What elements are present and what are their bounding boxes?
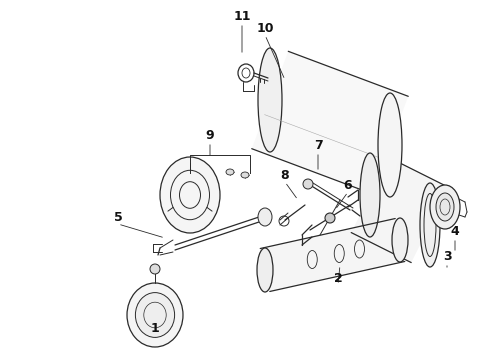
- Ellipse shape: [160, 157, 220, 233]
- Ellipse shape: [303, 179, 313, 189]
- Text: 9: 9: [206, 129, 214, 142]
- Ellipse shape: [257, 248, 273, 292]
- Text: 5: 5: [114, 211, 122, 224]
- Ellipse shape: [392, 218, 408, 262]
- Ellipse shape: [420, 183, 440, 267]
- Text: 3: 3: [442, 250, 451, 263]
- Text: 10: 10: [256, 22, 274, 35]
- Text: 8: 8: [281, 169, 289, 182]
- Ellipse shape: [436, 193, 454, 221]
- Text: 7: 7: [314, 139, 322, 152]
- Text: 6: 6: [343, 179, 352, 192]
- Ellipse shape: [135, 293, 174, 337]
- Ellipse shape: [325, 213, 335, 223]
- Ellipse shape: [378, 93, 402, 197]
- Text: 4: 4: [451, 225, 460, 238]
- Text: 11: 11: [233, 10, 251, 23]
- Ellipse shape: [258, 48, 282, 152]
- Ellipse shape: [226, 169, 234, 175]
- Text: 1: 1: [150, 322, 159, 335]
- Ellipse shape: [241, 172, 249, 178]
- Ellipse shape: [430, 185, 460, 229]
- Ellipse shape: [258, 208, 272, 226]
- Text: 2: 2: [334, 272, 343, 285]
- Ellipse shape: [150, 264, 160, 274]
- Ellipse shape: [127, 283, 183, 347]
- Polygon shape: [252, 51, 408, 194]
- Ellipse shape: [360, 153, 380, 237]
- Polygon shape: [351, 157, 449, 262]
- Polygon shape: [260, 219, 405, 292]
